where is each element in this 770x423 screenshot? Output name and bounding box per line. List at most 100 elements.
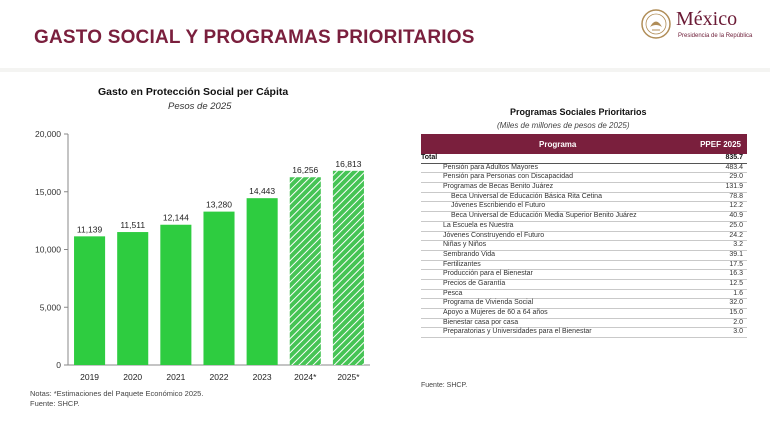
bar-value-label: 14,443 bbox=[249, 186, 275, 196]
bar bbox=[246, 198, 278, 365]
program-name: Pesca bbox=[443, 289, 463, 297]
x-tick-label: 2020 bbox=[123, 372, 142, 382]
table-row: Pensión para Personas con Discapacidad 29… bbox=[421, 173, 747, 184]
program-value: 12.5 bbox=[729, 279, 743, 287]
program-name: Programa de Vivienda Social bbox=[443, 299, 534, 307]
total-label: Total bbox=[421, 154, 438, 161]
table-row: Programa de Vivienda Social 32.0 bbox=[421, 299, 747, 309]
program-value: 131.9 bbox=[725, 183, 743, 191]
program-name: Sembrando Vida bbox=[443, 250, 496, 258]
table-row: La Escuela es Nuestra 25.0 bbox=[421, 222, 747, 232]
table-row: Pensión para Adultos Mayores 483.4 bbox=[421, 164, 747, 174]
bar bbox=[289, 177, 321, 365]
program-value: 15.0 bbox=[729, 309, 743, 316]
program-name: Bienestar casa por casa bbox=[443, 318, 519, 326]
program-name: Jóvenes Construyendo el Futuro bbox=[443, 231, 545, 239]
program-value: 32.0 bbox=[729, 299, 743, 307]
header-program: Programa bbox=[539, 140, 577, 149]
table-subtitle: (Miles de millones de pesos de 2025) bbox=[497, 121, 630, 130]
bar-value-label: 11,139 bbox=[77, 224, 103, 234]
bar bbox=[117, 232, 149, 365]
table-row: Bienestar casa por casa 2.0 bbox=[421, 319, 747, 329]
chart-notes: Notas: *Estimaciones del Paquete Económi… bbox=[30, 389, 203, 409]
x-tick-label: 2023 bbox=[253, 372, 272, 382]
program-value: 16.3 bbox=[729, 270, 743, 278]
program-value: 17.5 bbox=[729, 260, 743, 268]
program-value: 39.1 bbox=[729, 250, 743, 258]
y-tick-label: 5,000 bbox=[40, 302, 62, 312]
program-name: Pensión para Adultos Mayores bbox=[443, 163, 538, 171]
bar-chart: 0 5,000 10,000 15,000 20,000 11,139 2019 11,511… bbox=[35, 129, 370, 382]
bar bbox=[332, 170, 364, 365]
program-name: Programas de Becas Benito Juárez bbox=[443, 183, 554, 191]
program-name: Producción para el Bienestar bbox=[443, 270, 533, 278]
program-name: Apoyo a Mujeres de 60 a 64 años bbox=[443, 309, 548, 316]
y-tick-label: 10,000 bbox=[35, 245, 61, 255]
total-value: 835.7 bbox=[725, 154, 743, 161]
program-value: 1.6 bbox=[733, 289, 743, 297]
table-title: Programas Sociales Prioritarios bbox=[510, 107, 647, 117]
program-name: Jóvenes Escribiendo el Futuro bbox=[451, 202, 546, 210]
table-row: Preparatorias y Universidades para el Bi… bbox=[421, 328, 747, 339]
table-row: Fertilizantes 17.5 bbox=[421, 261, 747, 271]
program-value: 3.2 bbox=[733, 241, 743, 249]
program-name: Fertilizantes bbox=[443, 260, 481, 268]
program-name: La Escuela es Nuestra bbox=[443, 221, 514, 229]
program-value: 3.0 bbox=[733, 328, 743, 336]
program-value: 78.8 bbox=[729, 192, 743, 200]
program-name: Pensión para Personas con Discapacidad bbox=[443, 173, 573, 181]
program-value: 12.2 bbox=[729, 202, 743, 210]
table-source: Fuente: SHCP. bbox=[421, 382, 468, 389]
table-row: Programas de Becas Benito Juárez 131.9 bbox=[421, 183, 747, 193]
header-bar: GASTO SOCIAL Y PROGRAMAS PRIORITARIOS Mé… bbox=[0, 0, 770, 68]
table-body: Pensión para Adultos Mayores 483.4 Pensión… bbox=[421, 164, 747, 339]
x-tick-label: 2025* bbox=[337, 372, 360, 382]
x-tick-label: 2021 bbox=[166, 372, 185, 382]
bar bbox=[74, 236, 106, 365]
programs-table: Programa PPEF 2025 Total 835.7 Pensión p… bbox=[421, 134, 747, 339]
y-tick-label: 15,000 bbox=[35, 187, 61, 197]
eagle-seal-icon bbox=[641, 9, 671, 39]
table-row: Jóvenes Construyendo el Futuro 24.2 bbox=[421, 232, 747, 242]
program-value: 40.9 bbox=[729, 212, 743, 220]
logo-subtitle: Presidencia de la República bbox=[678, 33, 753, 39]
bar-value-label: 16,256 bbox=[292, 165, 318, 175]
notes-source: Fuente: SHCP. bbox=[30, 399, 80, 408]
program-name: Niñas y Niños bbox=[443, 241, 487, 249]
bar-value-label: 11,511 bbox=[120, 220, 145, 230]
program-value: 483.4 bbox=[725, 163, 743, 171]
x-tick-label: 2022 bbox=[210, 372, 229, 382]
program-value: 25.0 bbox=[729, 221, 743, 229]
bar-value-label: 12,144 bbox=[163, 213, 189, 223]
table-row: Producción para el Bienestar 16.3 bbox=[421, 270, 747, 280]
y-tick-label: 20,000 bbox=[35, 129, 61, 139]
x-tick-label: 2024* bbox=[294, 372, 317, 382]
program-name: Beca Universal de Educación Media Superi… bbox=[451, 212, 637, 220]
bar bbox=[203, 211, 235, 365]
header-value: PPEF 2025 bbox=[700, 140, 741, 149]
program-name: Precios de Garantía bbox=[443, 279, 506, 287]
notes-line: Notas: *Estimaciones del Paquete Económi… bbox=[30, 389, 204, 398]
x-tick-label: 2019 bbox=[80, 372, 99, 382]
chart-title: Gasto en Protección Social per Cápita bbox=[98, 86, 289, 98]
program-value: 24.2 bbox=[729, 231, 743, 239]
table-header: Programa PPEF 2025 bbox=[421, 134, 747, 154]
table-row: Beca Universal de Educación Básica Rita … bbox=[421, 193, 747, 203]
logo-text: México bbox=[676, 8, 738, 30]
program-value: 29.0 bbox=[729, 173, 743, 181]
table-row: Apoyo a Mujeres de 60 a 64 años 15.0 bbox=[421, 309, 747, 319]
mexico-logo: México Presidencia de la República bbox=[640, 8, 766, 44]
page-title: GASTO SOCIAL Y PROGRAMAS PRIORITARIOS bbox=[34, 27, 475, 48]
program-value: 2.0 bbox=[733, 318, 743, 326]
table-row: Beca Universal de Educación Media Superi… bbox=[421, 212, 747, 222]
table-row: Pesca 1.6 bbox=[421, 290, 747, 300]
table-row: Jóvenes Escribiendo el Futuro 12.2 bbox=[421, 202, 747, 213]
table-row-total: Total 835.7 bbox=[421, 154, 747, 164]
program-name: Preparatorias y Universidades para el Bi… bbox=[443, 328, 592, 336]
bar-value-label: 13,280 bbox=[206, 200, 232, 210]
bar bbox=[160, 224, 192, 365]
bar-value-label: 16,813 bbox=[335, 159, 361, 169]
table-row: Sembrando Vida 39.1 bbox=[421, 251, 747, 261]
program-name: Beca Universal de Educación Básica Rita … bbox=[451, 192, 602, 200]
table-row: Precios de Garantía 12.5 bbox=[421, 280, 747, 290]
